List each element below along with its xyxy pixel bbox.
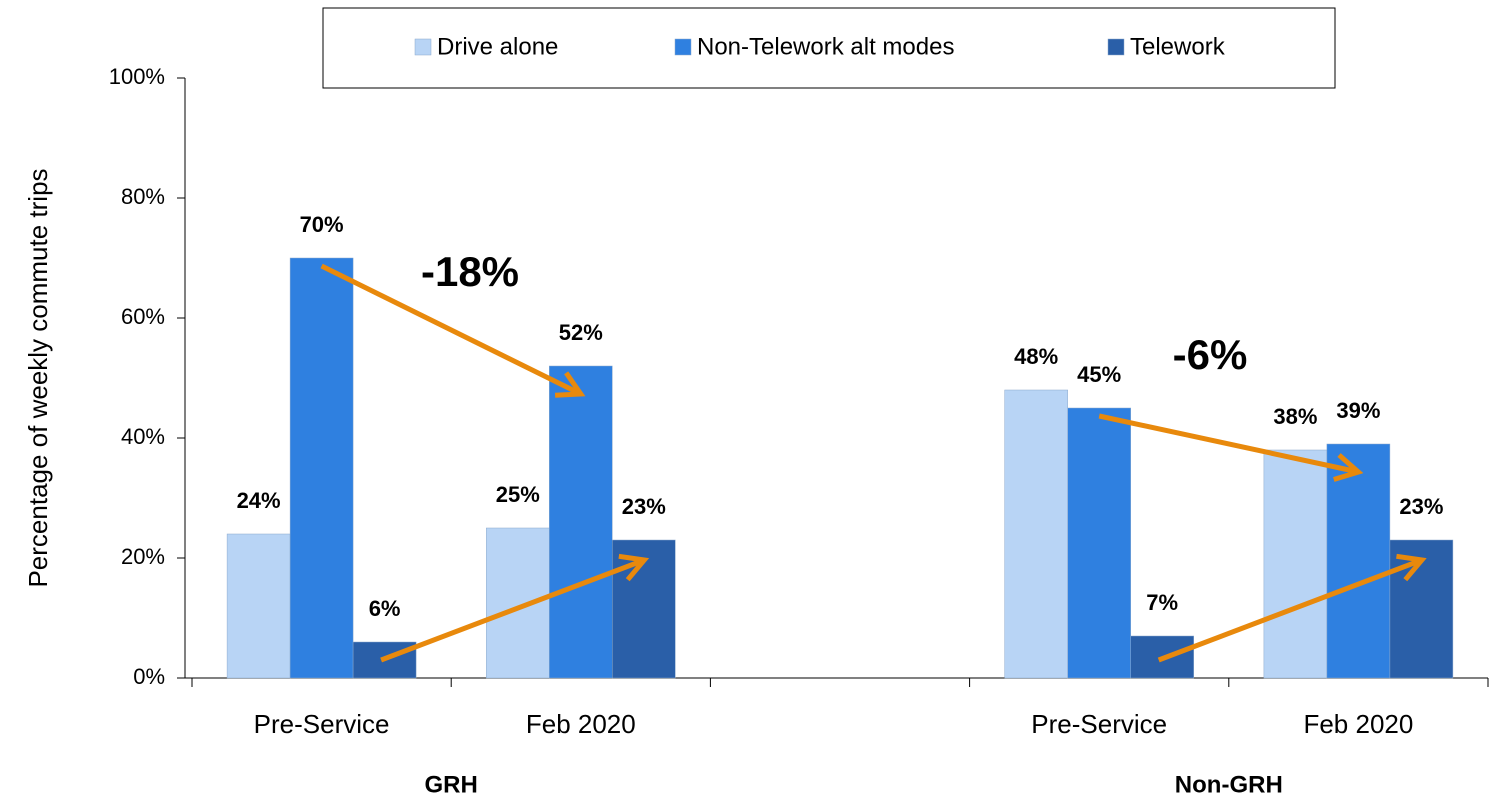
bar — [549, 365, 613, 679]
bar — [486, 527, 550, 679]
y-tick-label: 80% — [121, 184, 165, 209]
data-label: 70% — [300, 212, 344, 237]
data-label: 48% — [1014, 344, 1058, 369]
bar — [289, 257, 354, 679]
data-label: 7% — [1146, 590, 1178, 615]
legend-label: Non-Telework alt modes — [697, 33, 954, 60]
y-tick-label: 100% — [109, 64, 165, 89]
legend-swatch — [1107, 38, 1125, 56]
group-label: GRH — [425, 771, 478, 798]
data-label: 52% — [559, 320, 603, 345]
data-label: 6% — [369, 596, 401, 621]
data-label: 25% — [496, 482, 540, 507]
y-tick-label: 20% — [121, 544, 165, 569]
bar — [1067, 407, 1131, 679]
data-label: 38% — [1273, 404, 1317, 429]
trend-arrow — [320, 263, 581, 394]
data-label: 23% — [622, 494, 666, 519]
y-tick-label: 40% — [121, 424, 165, 449]
bar — [226, 533, 291, 679]
y-tick-label: 60% — [121, 304, 165, 329]
group-label: Non-GRH — [1175, 771, 1283, 798]
x-tick-label: Feb 2020 — [1303, 709, 1413, 739]
x-tick-label: Pre-Service — [1031, 709, 1167, 739]
legend-label: Telework — [1130, 33, 1226, 60]
data-label: 45% — [1077, 362, 1121, 387]
legend-swatch — [674, 38, 692, 56]
y-tick-label: 0% — [133, 664, 165, 689]
data-label: 39% — [1336, 398, 1380, 423]
data-label: 23% — [1399, 494, 1443, 519]
trend-arrow — [1157, 560, 1422, 663]
annotation: -6% — [1173, 331, 1248, 378]
legend-box — [322, 7, 1336, 89]
trend-arrow — [380, 560, 644, 663]
bar — [1263, 449, 1328, 679]
annotation: -18% — [421, 248, 519, 295]
bar — [1004, 389, 1068, 679]
trend-arrow — [1098, 413, 1358, 472]
bar — [1326, 443, 1391, 679]
data-label: 24% — [237, 488, 281, 513]
legend-swatch — [414, 38, 432, 56]
legend-label: Drive alone — [437, 33, 558, 60]
x-tick-label: Pre-Service — [254, 709, 390, 739]
y-axis-label: Percentage of weekly commute trips — [23, 168, 53, 587]
x-tick-label: Feb 2020 — [526, 709, 636, 739]
